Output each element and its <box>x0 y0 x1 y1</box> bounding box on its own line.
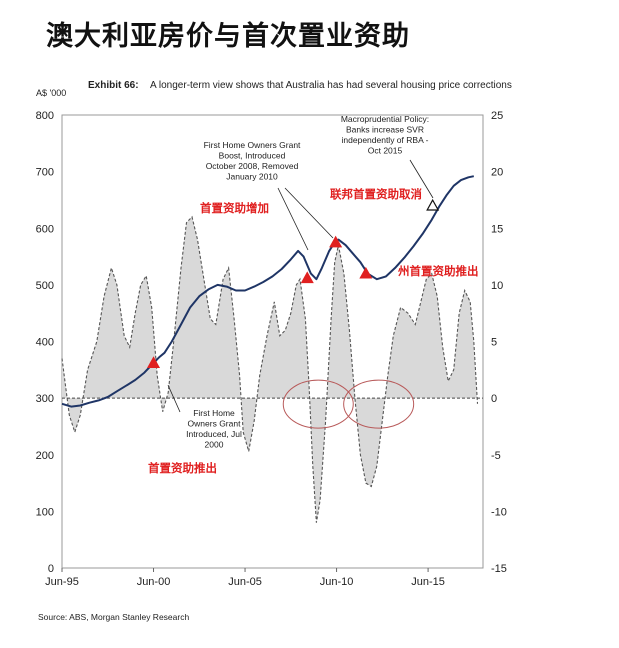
y-right-tick-label: -5 <box>491 450 501 462</box>
y-right-tick-label: 5 <box>491 337 497 349</box>
y-left-tick-label: 500 <box>36 280 54 292</box>
event-marker-black <box>426 198 440 211</box>
pointer-line <box>277 187 309 251</box>
y-left-tick-label: 300 <box>36 393 54 405</box>
y-left-tick-label: 200 <box>36 450 54 462</box>
x-tick-label: Jun-95 <box>45 576 79 588</box>
correction-ellipse <box>343 379 415 429</box>
y-right-tick-label: 15 <box>491 223 503 235</box>
y-left-tick-label: 100 <box>36 506 54 518</box>
y-right-tick-label: -15 <box>491 563 507 575</box>
x-tick-label: Jun-05 <box>228 576 262 588</box>
y-left-tick-label: 400 <box>36 337 54 349</box>
price-line <box>61 175 474 408</box>
exhibit-subtitle: A longer-term view shows that Australia … <box>150 80 512 91</box>
y-left-tick-label: 0 <box>48 563 54 575</box>
event-marker-red <box>329 235 343 248</box>
annotation-macroprudential: Macroprudential Policy: Banks increase SV… <box>341 114 429 156</box>
annotation-fhog-introduced: First Home Owners Grant Introduced, Jul 200… <box>186 408 242 450</box>
tick-layer: 800 700 600 500 400 300 200 100 0 25 20 15 10 5 0 -5 -10… <box>36 110 507 588</box>
annotation-layer: First Home Owners Grant Boost, Introduced… <box>148 114 479 475</box>
area-layer <box>61 215 483 523</box>
annotation-zh-federal-removed: 联邦首置资助取消 <box>330 187 422 201</box>
event-marker-red <box>359 266 373 279</box>
y-right-tick-label: 20 <box>491 167 503 179</box>
pointer-line <box>409 159 434 199</box>
y-right-tick-label: 25 <box>491 110 503 122</box>
y-right-tick-label: 0 <box>491 393 497 405</box>
event-marker-red <box>147 356 161 369</box>
annotation-fhog-boost: First Home Owners Grant Boost, Introduced… <box>204 140 301 182</box>
y-left-unit-label: A$ '000 <box>36 88 66 98</box>
source-note: Source: ABS, Morgan Stanley Research <box>38 612 189 622</box>
annotation-zh-grant-increase: 首置资助增加 <box>200 201 269 215</box>
y-left-tick-label: 800 <box>36 110 54 122</box>
x-tick-label: Jun-10 <box>320 576 354 588</box>
x-tick-label: Jun-15 <box>411 576 445 588</box>
y-right-tick-label: -10 <box>491 506 507 518</box>
exhibit-label: Exhibit 66: <box>88 80 139 91</box>
page-title: 澳大利亚房价与首次置业资助 <box>46 21 410 52</box>
pointer-line <box>284 187 334 239</box>
marker-layer <box>147 198 440 369</box>
area-series-line <box>61 215 479 523</box>
annotation-zh-grant-launch: 首置资助推出 <box>148 461 217 475</box>
y-left-tick-label: 600 <box>36 223 54 235</box>
event-marker-red <box>300 271 314 284</box>
plot-frame <box>61 114 484 569</box>
annotation-zh-state-grant: 州首置资助推出 <box>397 264 479 278</box>
y-right-tick-label: 10 <box>491 280 503 292</box>
x-tick-label: Jun-00 <box>137 576 171 588</box>
correction-ellipse <box>282 379 354 429</box>
line-layer <box>61 175 474 408</box>
pointer-line <box>167 384 181 413</box>
area-fill <box>62 216 478 523</box>
y-left-tick-label: 700 <box>36 167 54 179</box>
